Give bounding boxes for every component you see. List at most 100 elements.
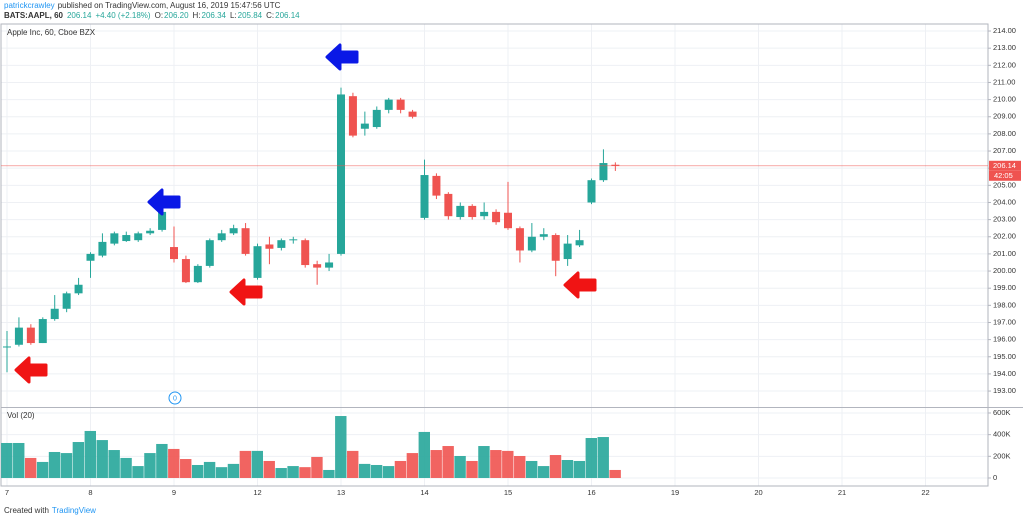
volume-bar	[275, 468, 287, 478]
blue-arrows	[147, 43, 359, 216]
o-label: O:	[155, 11, 163, 20]
x-tick-label: 8	[88, 488, 92, 497]
y-tick-label: 207.00	[993, 146, 1016, 155]
volume-bar	[132, 466, 144, 478]
y-tick-label: 214.00	[993, 26, 1016, 35]
candle-body	[98, 241, 107, 256]
x-tick-label: 13	[337, 488, 345, 497]
symbol: BATS:AAPL, 60	[4, 11, 64, 20]
y-tick-label: 213.00	[993, 43, 1016, 52]
candle-body	[527, 236, 536, 251]
candle-body	[539, 234, 548, 237]
volume-bar	[72, 442, 85, 478]
volume-title: Vol (20)	[7, 411, 35, 420]
x-tick-label: 14	[420, 488, 428, 497]
candle-body	[134, 233, 143, 241]
y-tick-label: 198.00	[993, 300, 1016, 309]
footer: Created with TradingView	[4, 506, 96, 515]
candle-body	[599, 163, 608, 181]
y-tick-label: 196.00	[993, 335, 1016, 344]
volume-bar	[251, 450, 263, 478]
volume-bar	[191, 464, 204, 478]
y-tick-label: 199.00	[993, 283, 1016, 292]
volume-bar	[442, 446, 454, 478]
candle-body	[50, 308, 59, 320]
arrow	[563, 271, 597, 299]
last: 206.14	[67, 11, 92, 20]
candle-body	[456, 205, 465, 218]
volume-bar	[287, 466, 299, 478]
volume-bar	[108, 450, 120, 478]
candle-body	[62, 293, 71, 309]
volume-bar	[597, 437, 609, 478]
volume-bar	[323, 469, 335, 478]
candle-body	[468, 205, 477, 218]
volume-bar	[382, 466, 395, 478]
x-tick-label: 20	[754, 488, 762, 497]
volume-tick-label: 400K	[993, 430, 1011, 439]
candle-body	[253, 246, 262, 278]
l-label: L:	[230, 11, 237, 20]
volume-bar	[263, 460, 275, 478]
candle-body	[170, 247, 178, 260]
volume-bar	[60, 453, 73, 478]
y-tick-label: 212.00	[993, 60, 1016, 69]
y-tick-label: 208.00	[993, 129, 1016, 138]
candle-body	[551, 235, 560, 261]
y-tick-label: 203.00	[993, 215, 1016, 224]
volume-bar	[609, 469, 621, 478]
x-tick-label: 12	[253, 488, 261, 497]
candle-body	[217, 233, 226, 241]
candle-body	[408, 111, 417, 117]
volume-bar	[406, 453, 419, 478]
volume-bar	[299, 467, 311, 478]
volume-tick-label: 600K	[993, 408, 1011, 417]
o-value: 206.20	[164, 11, 189, 20]
y-tick-label: 194.00	[993, 369, 1016, 378]
volume-bar	[370, 464, 383, 478]
volume-tick-label: 0	[993, 473, 997, 482]
candle-body	[611, 164, 620, 166]
arrow	[229, 278, 263, 306]
y-tick-label: 210.00	[993, 95, 1016, 104]
volume-bar	[490, 450, 502, 478]
candle-body	[372, 109, 381, 128]
c-label: C:	[266, 11, 274, 20]
marks	[1, 87, 621, 478]
quote-line: BATS:AAPL, 60 206.14 +4.40 (+2.18%) O:206.2…	[4, 11, 300, 20]
volume-bar	[180, 459, 192, 478]
volume-bar	[96, 440, 108, 478]
footer-brand[interactable]: TradingView	[52, 506, 96, 515]
arrow	[147, 188, 181, 216]
candle-body	[14, 327, 23, 345]
candle-body	[504, 212, 512, 229]
last-price-box	[989, 160, 1021, 171]
volume-bar	[13, 442, 25, 478]
header-line: patrickcrawley published on TradingView.c…	[4, 1, 281, 10]
x-tick-label: 7	[5, 488, 9, 497]
countdown: 42:05	[994, 171, 1013, 180]
volume-bar	[525, 460, 538, 478]
candle-body	[122, 235, 131, 242]
candle-body	[181, 259, 190, 283]
x-tick-label: 19	[671, 488, 679, 497]
volume-bar	[537, 466, 550, 478]
volume-bar	[48, 451, 61, 478]
author[interactable]: patrickcrawley	[4, 1, 55, 10]
change: +4.40 (+2.18%)	[95, 11, 150, 20]
volume-bar	[394, 460, 407, 478]
volume-bar	[1, 442, 13, 478]
footer-prefix: Created with	[4, 506, 49, 515]
y-tick-label: 193.00	[993, 386, 1016, 395]
volume-bar	[156, 443, 168, 478]
volume-bar	[454, 455, 466, 478]
volume-bar	[502, 450, 514, 478]
event-marker[interactable]	[168, 391, 182, 405]
y-tick-label: 211.00	[993, 77, 1015, 86]
volume-bar	[466, 460, 478, 478]
volume-bar	[358, 463, 371, 478]
candle-body	[38, 319, 47, 344]
candle-body	[86, 253, 95, 261]
volume-bar	[430, 450, 442, 478]
